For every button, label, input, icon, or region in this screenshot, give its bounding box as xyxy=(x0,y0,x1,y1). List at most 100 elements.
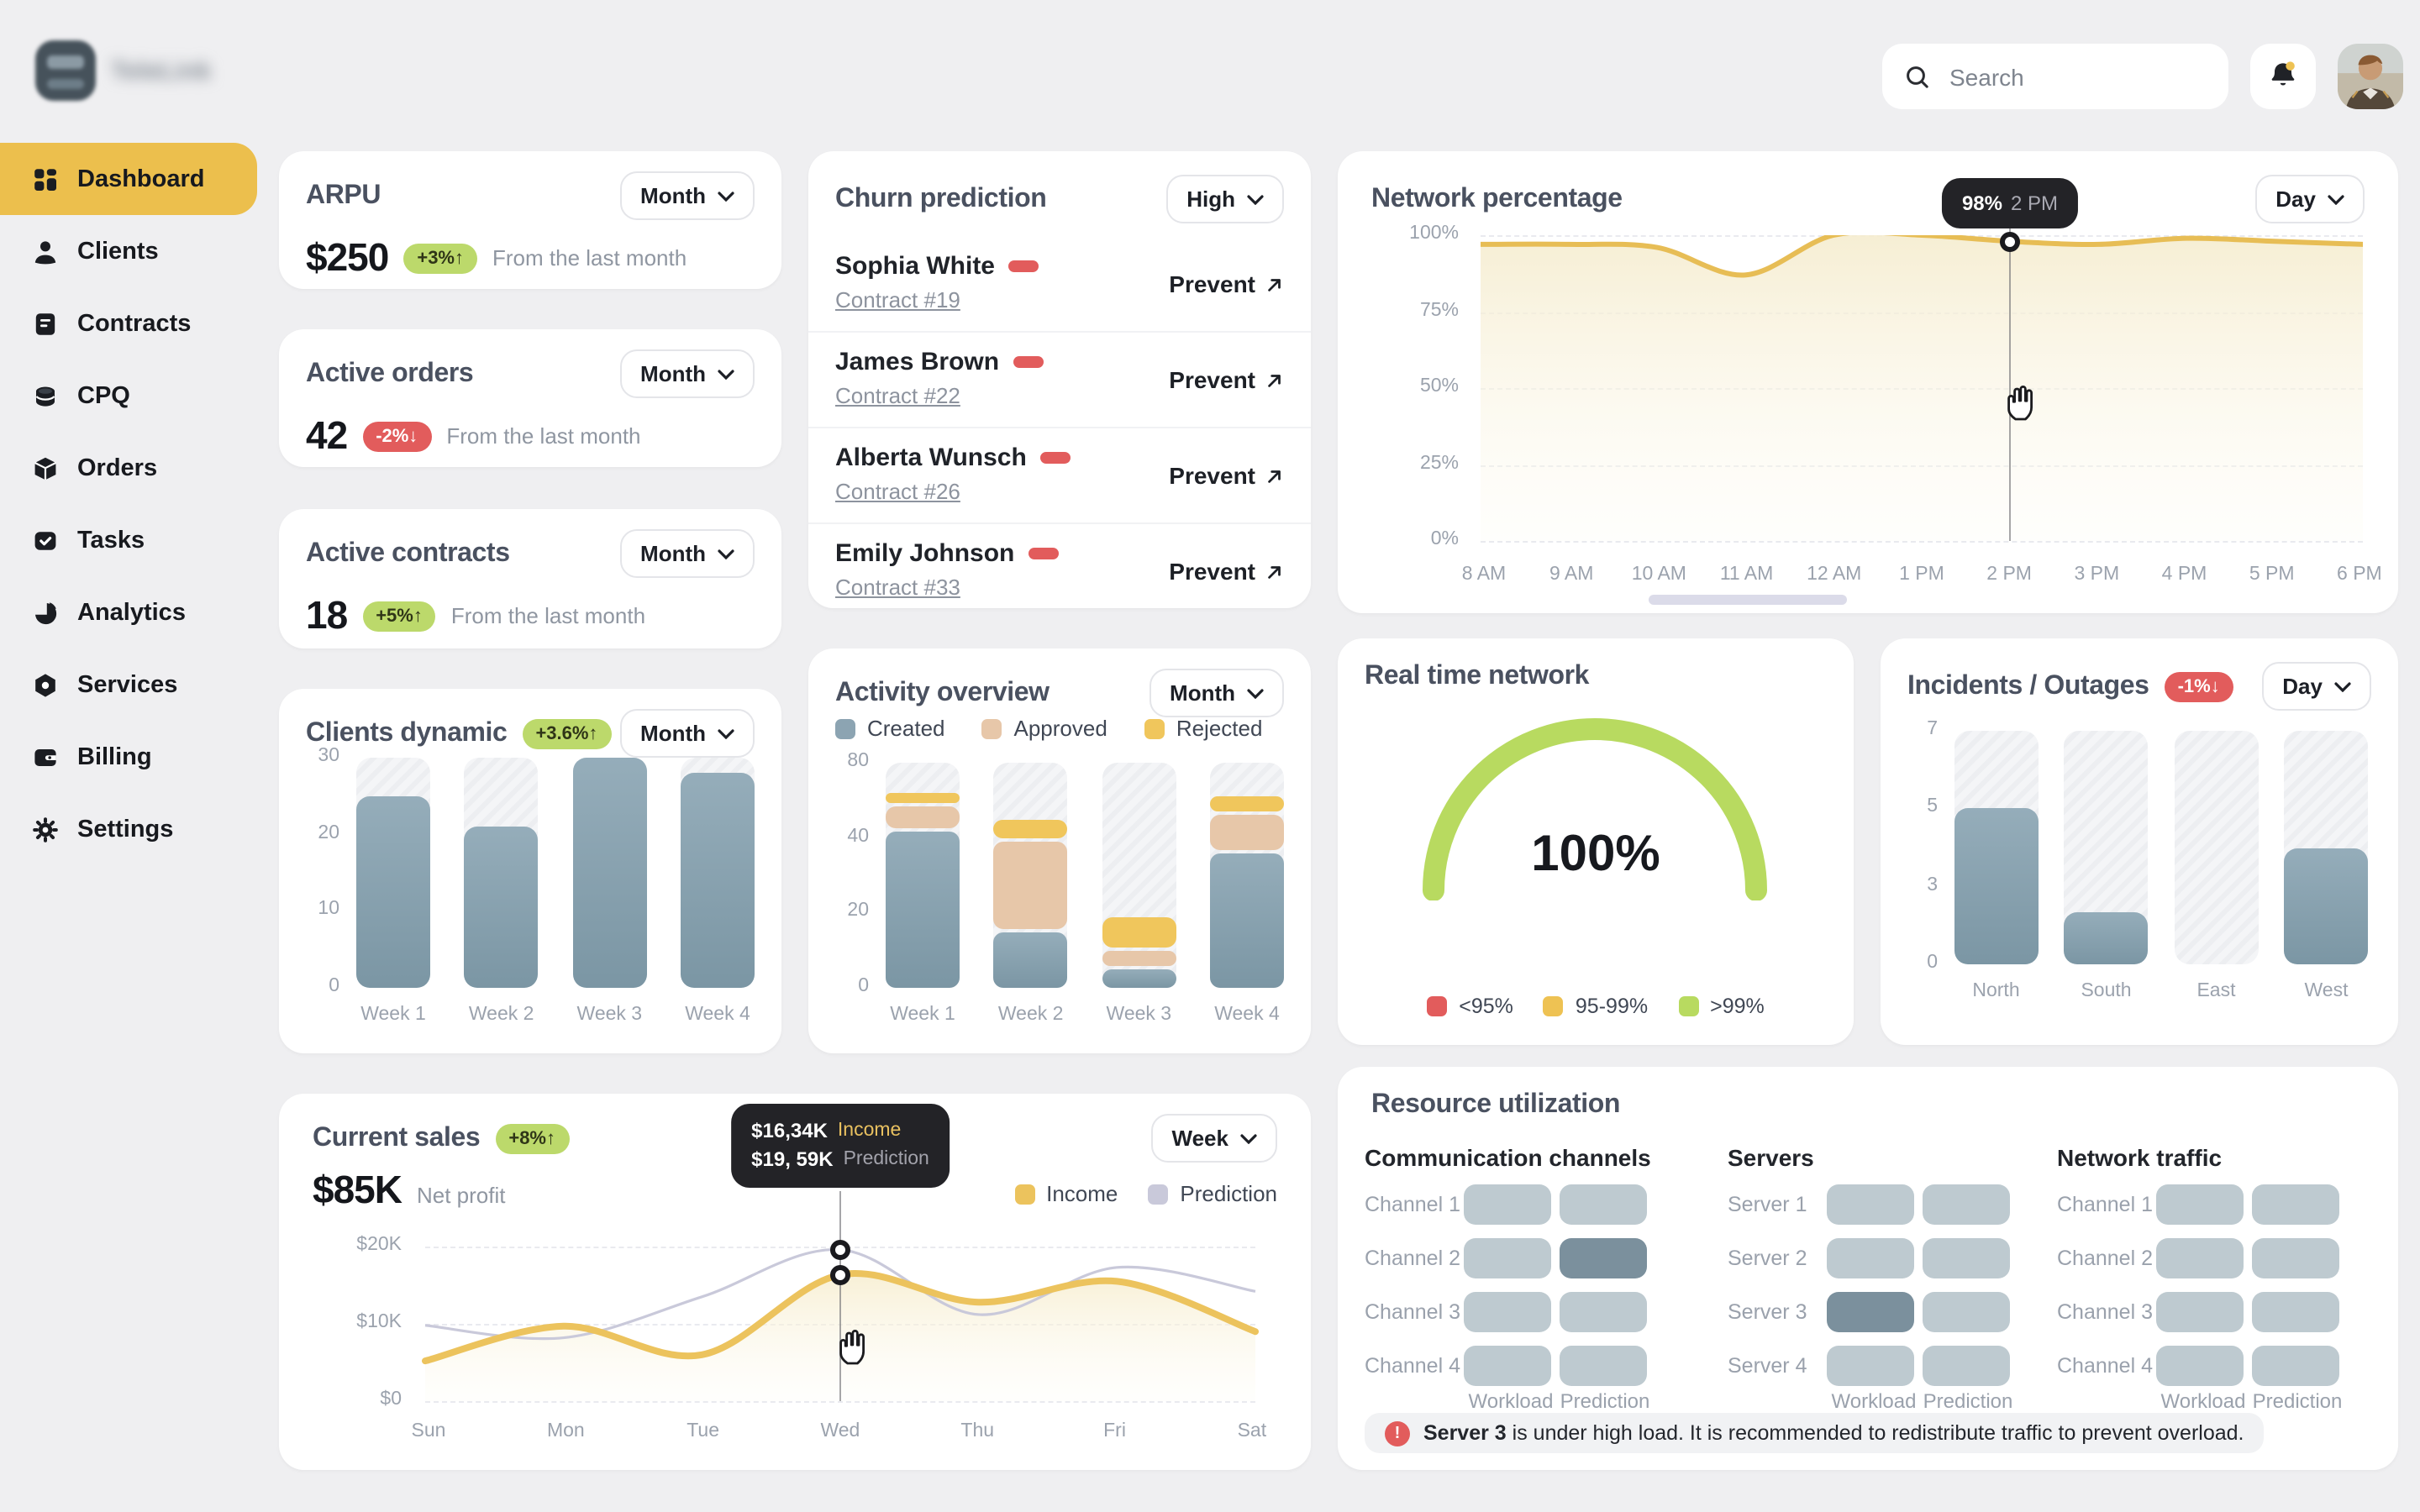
contract-link[interactable]: Contract #26 xyxy=(835,479,960,504)
card-churn-prediction: Churn prediction High Sophia White Contr… xyxy=(808,151,1311,608)
x-axis-labels: 8 AM 9 AM 10 AM 11 AM 12 AM 1 PM 2 PM 3 PM 4 PM 5… xyxy=(1450,564,2393,585)
net-profit-value: $85K xyxy=(313,1168,402,1211)
period-dropdown[interactable]: Week xyxy=(1151,1114,1277,1163)
period-dropdown[interactable]: Day xyxy=(2255,175,2365,223)
trend-badge: +3%↑ xyxy=(403,243,477,273)
trend-badge: -2%↓ xyxy=(362,421,432,451)
legend-swatch xyxy=(1543,996,1564,1016)
tooltip-marker xyxy=(2000,231,2020,252)
high-risk-icon xyxy=(1039,452,1071,464)
bar-fill xyxy=(2064,912,2149,964)
workload-cell xyxy=(1464,1238,1551,1278)
workload-cell xyxy=(2156,1184,2244,1225)
period-dropdown[interactable]: Day xyxy=(2262,662,2371,711)
sidebar-item-dashboard[interactable]: Dashboard xyxy=(0,143,257,215)
bar-segment-created xyxy=(886,832,960,988)
period-dropdown[interactable]: Month xyxy=(620,709,755,758)
prediction-cell xyxy=(1560,1346,1647,1386)
period-dropdown[interactable]: Month xyxy=(620,171,755,220)
churn-client: James Brown Contract #22 xyxy=(835,348,1044,412)
high-risk-icon xyxy=(1008,260,1039,272)
legend-swatch xyxy=(981,718,1002,738)
chevron-down-icon xyxy=(718,549,734,559)
bar-track-week-4 xyxy=(1209,763,1284,988)
x-tick-label: 5 PM xyxy=(2249,564,2295,585)
sidebar-item-settings[interactable]: Settings xyxy=(0,793,257,865)
contract-link[interactable]: Contract #22 xyxy=(835,383,960,408)
resource-group-title: Communication channels xyxy=(1365,1144,1651,1171)
trend-badge: +3.6%↑ xyxy=(522,718,612,748)
horizontal-scrollbar[interactable] xyxy=(1649,595,1847,605)
tooltip-line xyxy=(2009,225,2011,541)
sidebar-item-analytics[interactable]: Analytics xyxy=(0,576,257,648)
x-tick-label: Week 2 xyxy=(997,1005,1064,1025)
card-title: Real time network xyxy=(1365,662,1590,690)
client-name: Emily Johnson xyxy=(835,539,1059,568)
card-title: Current sales xyxy=(313,1123,481,1152)
sidebar-item-cpq[interactable]: CPQ xyxy=(0,360,257,432)
search-box[interactable] xyxy=(1882,44,2228,109)
prevent-button[interactable]: Prevent xyxy=(1169,270,1284,297)
kpi-value: $250 xyxy=(306,235,389,279)
prevent-button[interactable]: Prevent xyxy=(1169,558,1284,585)
sidebar-item-label: Settings xyxy=(77,816,174,843)
resource-row-channel-3: Channel 3 xyxy=(2057,1292,2376,1332)
client-name: Sophia White xyxy=(835,252,1039,281)
card-incidents-outages: Incidents / Outages -1%↓ Day 7 5 3 0 North So… xyxy=(1881,638,2398,1045)
churn-row: James Brown Contract #22 Prevent xyxy=(808,331,1311,427)
contract-link[interactable]: Contract #33 xyxy=(835,575,960,600)
y-tick-label: 0 xyxy=(329,976,339,996)
y-tick-label: 20 xyxy=(318,822,339,843)
net-profit-label: Net profit xyxy=(416,1183,506,1208)
x-tick-label: 8 AM xyxy=(1461,564,1507,585)
bar-track-west xyxy=(2283,731,2368,964)
prevent-button[interactable]: Prevent xyxy=(1169,366,1284,393)
card-title: Active orders xyxy=(306,359,474,387)
workload-cell xyxy=(1827,1346,1914,1386)
chevron-down-icon xyxy=(2328,194,2344,204)
incidents-chart: 7 5 3 0 North South East West xyxy=(1881,638,2398,1045)
sidebar-item-contracts[interactable]: Contracts xyxy=(0,287,257,360)
trend-badge: +5%↑ xyxy=(362,601,436,631)
sidebar-item-services[interactable]: Services xyxy=(0,648,257,721)
period-dropdown[interactable]: Month xyxy=(1150,669,1284,717)
card-active-contracts: Active contracts Month 18 +5%↑ From the … xyxy=(279,509,781,648)
bar-segment-approved xyxy=(886,806,960,829)
prediction-cell xyxy=(1923,1292,2010,1332)
network-gauge xyxy=(1418,712,1771,901)
sidebar-item-clients[interactable]: Clients xyxy=(0,215,257,287)
bar-plot xyxy=(356,758,755,988)
x-tick-label: Week 3 xyxy=(1106,1005,1172,1025)
period-dropdown[interactable]: Month xyxy=(620,349,755,398)
x-tick-label: Sat xyxy=(1237,1421,1267,1441)
prevent-button[interactable]: Prevent xyxy=(1169,462,1284,489)
contract-link[interactable]: Contract #19 xyxy=(835,287,960,312)
risk-filter-dropdown[interactable]: High xyxy=(1166,175,1284,223)
legend-swatch xyxy=(1427,996,1448,1016)
card-network-percentage: Network percentage Day 100% 75% 50% 25% 0% 8… xyxy=(1338,151,2398,613)
resource-group-servers: Servers Server 1 Server 2 Server 3 Server… xyxy=(1728,1144,2047,1386)
avatar[interactable] xyxy=(2338,44,2403,109)
x-tick-label: Tue xyxy=(687,1421,719,1441)
high-risk-icon xyxy=(1028,548,1059,559)
x-tick-label: 4 PM xyxy=(2161,564,2207,585)
notifications-button[interactable] xyxy=(2250,44,2316,109)
search-input[interactable] xyxy=(1946,61,2207,92)
task-icon xyxy=(32,527,59,554)
churn-row: Alberta Wunsch Contract #26 Prevent xyxy=(808,427,1311,522)
sidebar-item-orders[interactable]: Orders xyxy=(0,432,257,504)
x-tick-label: 9 AM xyxy=(1549,564,1594,585)
card-activity-overview: Activity overview Month Created Approved R… xyxy=(808,648,1311,1053)
y-tick-label: 25% xyxy=(1419,453,1459,473)
coins-icon xyxy=(32,382,59,409)
period-dropdown[interactable]: Month xyxy=(620,529,755,578)
arrow-up-right-icon xyxy=(1268,278,1281,291)
resource-row-channel-4: Channel 4 xyxy=(2057,1346,2376,1386)
bar-fill xyxy=(680,773,755,988)
sidebar-item-tasks[interactable]: Tasks xyxy=(0,504,257,576)
y-tick-label: 100% xyxy=(1409,223,1459,244)
sidebar-item-billing[interactable]: Billing xyxy=(0,721,257,793)
resource-row-channel-3: Channel 3 xyxy=(1365,1292,1684,1332)
chevron-down-icon xyxy=(1247,688,1264,698)
